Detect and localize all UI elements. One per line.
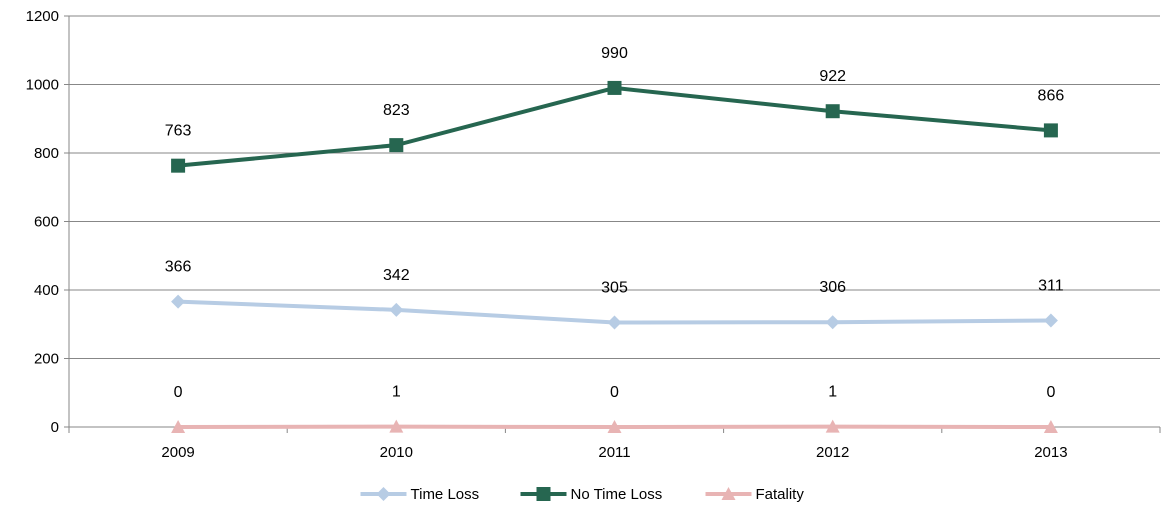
x-tick-label: 2013: [1034, 444, 1067, 461]
x-tick-label: 2012: [816, 444, 849, 461]
data-point-fatality: [825, 419, 840, 433]
data-label-no-time-loss: 866: [1038, 87, 1065, 104]
data-label-fatality: 0: [610, 384, 619, 401]
data-label-fatality: 1: [828, 384, 837, 401]
legend-label: Fatality: [756, 486, 805, 503]
y-tick-label: 600: [34, 214, 59, 231]
y-tick-label: 1000: [26, 77, 59, 94]
data-label-fatality: 1: [392, 384, 401, 401]
data-label-fatality: 0: [1046, 384, 1055, 401]
data-label-no-time-loss: 823: [383, 102, 410, 119]
data-point-time-loss: [171, 294, 186, 309]
data-point-no-time-loss: [1043, 123, 1058, 138]
legend: Time Loss No Time Loss Fatality: [360, 486, 805, 503]
series-line-no-time-loss: [177, 85, 1052, 168]
data-point-time-loss: [1043, 313, 1058, 328]
axes: [64, 15, 1161, 433]
y-tick-label: 200: [34, 351, 59, 368]
data-point-time-loss: [607, 315, 622, 330]
y-axis-tick-labels: 0 200 400 600 800 1000 1200: [26, 8, 59, 436]
data-labels-group: 366 342 305 306 311 763 823 990 922 866 0 1 0 1 0: [165, 45, 1065, 401]
legend-marker-fatality: [721, 487, 736, 500]
data-label-time-loss: 305: [601, 280, 628, 297]
data-label-time-loss: 311: [1038, 277, 1064, 294]
x-axis-tick-labels: 2009 2010 2011 2012 2013: [161, 444, 1067, 461]
data-label-fatality: 0: [174, 384, 183, 401]
legend-item-fatality: Fatality: [705, 486, 805, 503]
gridlines: [69, 15, 1160, 359]
y-tick-label: 800: [34, 145, 59, 162]
data-point-time-loss: [825, 315, 840, 330]
data-point-no-time-loss: [825, 104, 840, 119]
x-tick-label: 2011: [598, 444, 630, 461]
data-point-no-time-loss: [171, 158, 186, 173]
data-label-time-loss: 342: [383, 267, 410, 284]
data-label-time-loss: 366: [165, 259, 192, 276]
legend-label: No Time Loss: [571, 486, 663, 503]
data-label-no-time-loss: 990: [601, 45, 628, 62]
legend-item-time-loss: Time Loss: [360, 486, 480, 503]
legend-marker-no-time-loss: [536, 487, 551, 501]
data-point-fatality: [607, 420, 622, 433]
data-point-fatality: [171, 420, 186, 433]
data-label-time-loss: 306: [819, 279, 846, 296]
data-point-no-time-loss: [389, 138, 404, 153]
data-point-fatality: [389, 419, 404, 433]
legend-marker-time-loss: [376, 487, 391, 501]
y-tick-label: 400: [34, 282, 59, 299]
data-point-time-loss: [389, 302, 404, 317]
legend-label: Time Loss: [411, 486, 480, 503]
x-tick-label: 2009: [161, 444, 194, 461]
data-label-no-time-loss: 763: [165, 123, 192, 140]
data-point-fatality: [1043, 420, 1058, 433]
data-label-no-time-loss: 922: [819, 68, 846, 85]
y-tick-label: 1200: [26, 8, 59, 25]
series-group: [171, 80, 1058, 433]
y-tick-label: 0: [51, 419, 59, 436]
data-point-no-time-loss: [607, 80, 622, 95]
legend-item-no-time-loss: No Time Loss: [520, 486, 663, 503]
x-tick-label: 2010: [380, 444, 413, 461]
